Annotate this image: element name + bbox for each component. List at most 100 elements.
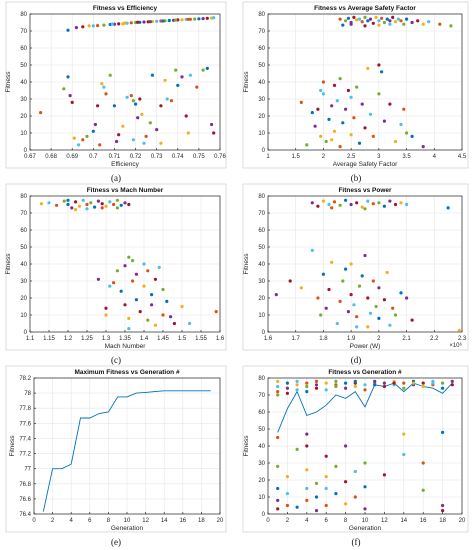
- data-point: [112, 281, 116, 285]
- data-point: [93, 205, 97, 209]
- x-tick-label: 20: [217, 518, 224, 524]
- data-point: [349, 133, 353, 137]
- data-point: [123, 201, 127, 205]
- data-point: [371, 202, 375, 206]
- data-point: [186, 131, 190, 135]
- data-point: [144, 134, 148, 138]
- data-point: [402, 107, 406, 111]
- data-point: [186, 17, 190, 21]
- data-point: [159, 141, 163, 145]
- data-point: [85, 134, 89, 138]
- data-point: [410, 20, 414, 25]
- data-point: [344, 198, 348, 202]
- x-tick-label: 1.25: [81, 336, 93, 342]
- data-point: [305, 444, 309, 448]
- y-tick-label: 20: [258, 114, 265, 120]
- y-tick-label: 50: [258, 245, 265, 251]
- data-point: [393, 139, 398, 144]
- data-point: [305, 432, 309, 436]
- data-point: [167, 18, 171, 23]
- data-point: [405, 17, 409, 21]
- data-point: [310, 201, 314, 205]
- y-tick-label: 76.6: [19, 497, 31, 503]
- data-point: [136, 116, 140, 120]
- data-point: [344, 267, 348, 271]
- data-point: [305, 498, 309, 502]
- data-point: [441, 386, 445, 390]
- data-point: [66, 28, 70, 32]
- data-point: [393, 202, 398, 207]
- y-tick-label: 77.2: [19, 452, 31, 458]
- x-tick-label: 1.8: [319, 336, 328, 342]
- data-point: [157, 265, 161, 269]
- panel-label: (a): [111, 173, 121, 183]
- data-point: [382, 473, 386, 477]
- data-point: [449, 24, 453, 28]
- data-point: [161, 19, 165, 23]
- x-tick-label: 16: [420, 518, 427, 524]
- x-tick-label: 4: [70, 518, 74, 524]
- y-tick-label: 30: [20, 279, 27, 285]
- data-point: [276, 435, 280, 440]
- data-point: [334, 384, 338, 389]
- data-point: [335, 99, 339, 103]
- data-point: [134, 102, 138, 106]
- data-point: [142, 262, 146, 266]
- data-point: [153, 323, 157, 327]
- data-point: [150, 293, 154, 297]
- x-tick-label: 0.75: [193, 154, 205, 160]
- data-point: [332, 83, 337, 87]
- data-point: [174, 18, 178, 22]
- data-point: [310, 111, 314, 115]
- data-point: [81, 25, 85, 29]
- x-axis-label: Average Safety Factor: [333, 161, 398, 168]
- data-point: [299, 286, 303, 290]
- data-point: [110, 22, 114, 26]
- x-tick-label: 20: [459, 518, 466, 524]
- data-point: [115, 198, 119, 202]
- data-point: [366, 199, 370, 203]
- chart-title: Maximum Fitness vs Generation #: [74, 369, 180, 376]
- y-tick-label: 50: [258, 63, 265, 69]
- x-tick-label: 2.5: [347, 154, 356, 160]
- data-point: [450, 379, 454, 383]
- data-point: [380, 16, 384, 20]
- y-tick-label: 60: [258, 46, 265, 52]
- x-tick-label: 1.6: [264, 336, 273, 342]
- y-tick-label: 80: [258, 194, 265, 200]
- panel-c: 1.1 1.15 1.2 1.25 1.3 1.35 1.4 1.45 1.5 1.55 1.6 0 1…: [5, 183, 227, 365]
- data-point: [382, 384, 386, 389]
- data-point: [121, 124, 125, 128]
- x-tick-label: 6: [88, 518, 92, 524]
- panel-frame: [5, 183, 227, 351]
- data-point: [357, 17, 362, 21]
- data-point: [377, 23, 381, 27]
- data-point: [305, 384, 309, 389]
- data-point: [74, 200, 78, 204]
- data-point: [305, 468, 309, 472]
- x-axis-label: Generation: [349, 525, 382, 532]
- data-point: [399, 291, 403, 295]
- data-point: [39, 111, 43, 115]
- y-tick-label: 50: [258, 427, 265, 433]
- data-point: [438, 22, 442, 26]
- data-point: [366, 296, 370, 300]
- y-tick-label: 40: [258, 444, 265, 450]
- x-tick-label: 4: [433, 154, 437, 160]
- x-tick-label: 0.7: [89, 154, 98, 160]
- panel-label: (f): [352, 537, 361, 547]
- y-tick-label: 70: [258, 393, 265, 399]
- chart-fitness-vs-safety-factor: 1 1.5 2 2.5 3 3.5 4 4.5 0 10 20 30 40 50 60 70 80 Fitness…: [243, 5, 467, 168]
- data-point: [366, 325, 370, 329]
- x-tick-label: 0.74: [172, 154, 184, 160]
- data-point: [70, 206, 74, 210]
- data-point: [93, 122, 97, 127]
- y-tick-label: 80: [258, 376, 265, 382]
- data-point: [377, 316, 381, 320]
- y-tick-label: 70: [20, 29, 27, 35]
- y-tick-label: 77.6: [19, 421, 31, 427]
- data-point: [341, 279, 345, 283]
- data-point: [371, 21, 375, 25]
- data-point: [205, 16, 209, 20]
- data-point: [327, 202, 331, 207]
